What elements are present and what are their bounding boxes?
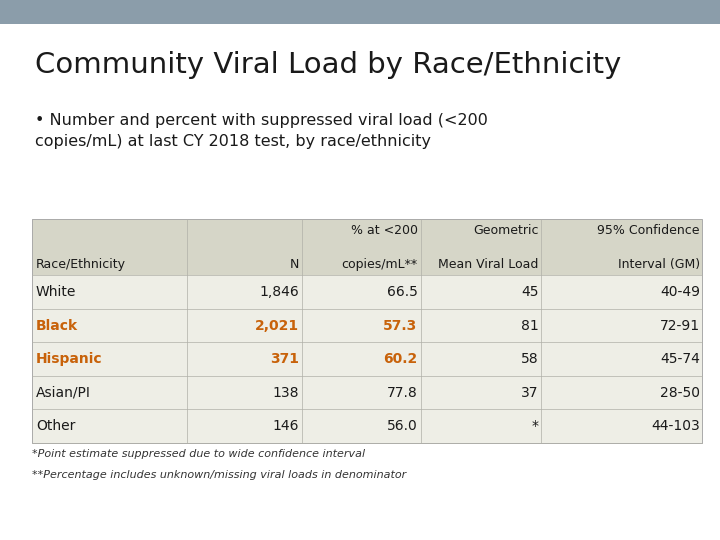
FancyBboxPatch shape	[32, 342, 702, 376]
Text: • Number and percent with suppressed viral load (<200
copies/mL) at last CY 2018: • Number and percent with suppressed vir…	[35, 113, 487, 149]
Text: N: N	[289, 258, 299, 271]
Text: 56.0: 56.0	[387, 419, 418, 433]
FancyBboxPatch shape	[32, 309, 702, 342]
Text: Interval (GM): Interval (GM)	[618, 258, 700, 271]
Text: copies/mL**: copies/mL**	[341, 258, 418, 271]
Text: Asian/PI: Asian/PI	[36, 386, 91, 400]
Text: 45: 45	[521, 285, 539, 299]
FancyBboxPatch shape	[32, 376, 702, 409]
FancyBboxPatch shape	[32, 275, 702, 309]
Text: *Point estimate suppressed due to wide confidence interval: *Point estimate suppressed due to wide c…	[32, 449, 366, 460]
Text: 146: 146	[272, 419, 299, 433]
Text: 60.2: 60.2	[383, 352, 418, 366]
Text: 95% Confidence: 95% Confidence	[598, 224, 700, 237]
Text: Geometric: Geometric	[473, 224, 539, 237]
Text: 1,846: 1,846	[259, 285, 299, 299]
Text: 58: 58	[521, 352, 539, 366]
Text: Community Viral Load by Race/Ethnicity: Community Viral Load by Race/Ethnicity	[35, 51, 621, 79]
Text: Race/Ethnicity: Race/Ethnicity	[36, 258, 126, 271]
Text: Black: Black	[36, 319, 78, 333]
Text: % at <200: % at <200	[351, 224, 418, 237]
Text: 138: 138	[272, 386, 299, 400]
Text: 44-103: 44-103	[651, 419, 700, 433]
Text: White: White	[36, 285, 76, 299]
Text: **Percentage includes unknown/missing viral loads in denominator: **Percentage includes unknown/missing vi…	[32, 470, 407, 480]
Text: 371: 371	[270, 352, 299, 366]
Text: 40-49: 40-49	[660, 285, 700, 299]
Text: 72-91: 72-91	[660, 319, 700, 333]
Text: Mean Viral Load: Mean Viral Load	[438, 258, 539, 271]
Text: 77.8: 77.8	[387, 386, 418, 400]
Text: *: *	[531, 419, 539, 433]
Text: 45-74: 45-74	[660, 352, 700, 366]
FancyBboxPatch shape	[0, 0, 720, 24]
Text: 37: 37	[521, 386, 539, 400]
Text: 2,021: 2,021	[255, 319, 299, 333]
Text: Hispanic: Hispanic	[36, 352, 103, 366]
FancyBboxPatch shape	[32, 219, 702, 275]
Text: 28-50: 28-50	[660, 386, 700, 400]
Text: 57.3: 57.3	[383, 319, 418, 333]
Text: Other: Other	[36, 419, 76, 433]
FancyBboxPatch shape	[32, 409, 702, 443]
Text: 81: 81	[521, 319, 539, 333]
Text: 66.5: 66.5	[387, 285, 418, 299]
